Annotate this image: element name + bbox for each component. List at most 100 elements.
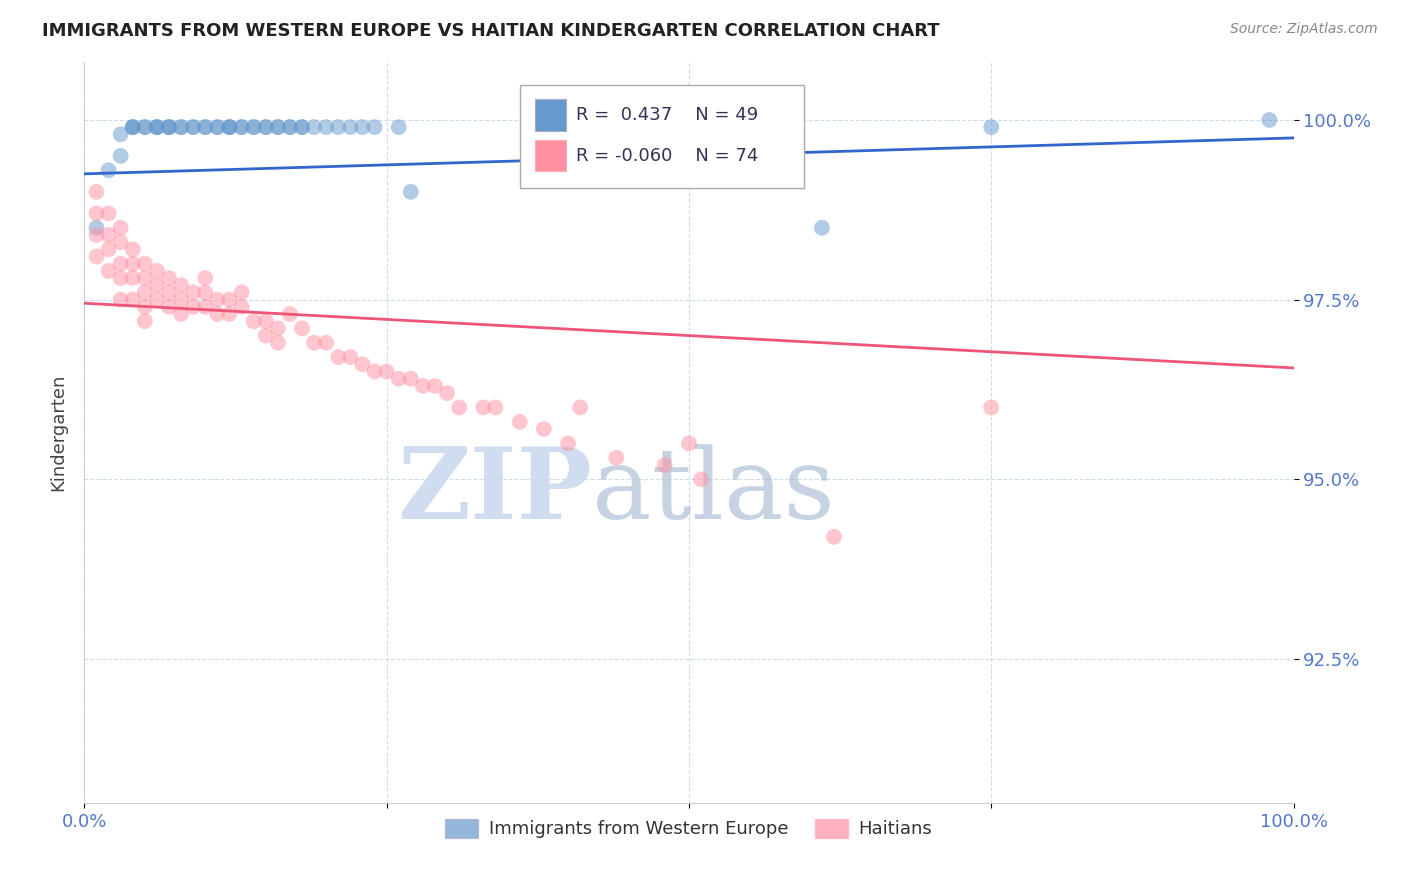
- Point: [605, 450, 627, 465]
- Point: [181, 285, 204, 300]
- Point: [134, 257, 156, 271]
- Point: [134, 120, 156, 135]
- Point: [557, 436, 579, 450]
- Point: [399, 185, 422, 199]
- Point: [678, 436, 700, 450]
- Point: [569, 401, 592, 415]
- Point: [194, 120, 217, 135]
- Point: [533, 422, 555, 436]
- Point: [315, 335, 337, 350]
- Text: ZIP: ZIP: [398, 443, 592, 541]
- Point: [194, 300, 217, 314]
- Point: [267, 120, 290, 135]
- Point: [352, 120, 374, 135]
- Point: [328, 120, 350, 135]
- Point: [86, 250, 108, 264]
- Point: [146, 120, 169, 135]
- Point: [363, 120, 385, 135]
- Text: atlas: atlas: [592, 444, 835, 540]
- Point: [146, 264, 169, 278]
- Point: [690, 472, 713, 486]
- Point: [315, 120, 337, 135]
- Point: [194, 120, 217, 135]
- Point: [218, 120, 240, 135]
- Point: [181, 120, 204, 135]
- Point: [146, 278, 169, 293]
- Point: [231, 285, 253, 300]
- Point: [181, 300, 204, 314]
- Point: [388, 120, 411, 135]
- Point: [97, 243, 120, 257]
- Point: [449, 401, 471, 415]
- Point: [242, 120, 264, 135]
- Point: [110, 220, 132, 235]
- Point: [157, 300, 180, 314]
- Point: [157, 120, 180, 135]
- Point: [231, 300, 253, 314]
- Point: [157, 271, 180, 285]
- Point: [134, 120, 156, 135]
- Point: [509, 415, 531, 429]
- Point: [436, 386, 458, 401]
- Point: [339, 350, 361, 364]
- Point: [811, 220, 834, 235]
- Point: [207, 120, 229, 135]
- Point: [157, 285, 180, 300]
- Point: [170, 293, 193, 307]
- Point: [110, 149, 132, 163]
- Point: [97, 227, 120, 242]
- Point: [170, 278, 193, 293]
- Text: Source: ZipAtlas.com: Source: ZipAtlas.com: [1230, 22, 1378, 37]
- Point: [157, 120, 180, 135]
- Point: [194, 271, 217, 285]
- Point: [302, 335, 325, 350]
- Point: [121, 120, 143, 135]
- Bar: [536, 140, 565, 171]
- Point: [423, 379, 446, 393]
- Point: [110, 128, 132, 142]
- Point: [231, 120, 253, 135]
- Point: [121, 257, 143, 271]
- Point: [218, 120, 240, 135]
- Point: [328, 350, 350, 364]
- Point: [267, 321, 290, 335]
- Point: [121, 243, 143, 257]
- Point: [399, 372, 422, 386]
- Point: [254, 314, 277, 328]
- Point: [291, 120, 314, 135]
- Y-axis label: Kindergarten: Kindergarten: [49, 374, 67, 491]
- Point: [339, 120, 361, 135]
- Bar: [536, 99, 565, 130]
- Point: [980, 120, 1002, 135]
- Point: [134, 285, 156, 300]
- Point: [121, 120, 143, 135]
- Point: [654, 458, 676, 472]
- Point: [110, 271, 132, 285]
- Point: [194, 285, 217, 300]
- Point: [388, 372, 411, 386]
- Point: [472, 401, 495, 415]
- Point: [218, 307, 240, 321]
- Point: [207, 307, 229, 321]
- Point: [254, 120, 277, 135]
- Legend: Immigrants from Western Europe, Haitians: Immigrants from Western Europe, Haitians: [439, 812, 939, 846]
- Point: [110, 257, 132, 271]
- Text: R = -0.060    N = 74: R = -0.060 N = 74: [576, 146, 759, 165]
- Text: IMMIGRANTS FROM WESTERN EUROPE VS HAITIAN KINDERGARTEN CORRELATION CHART: IMMIGRANTS FROM WESTERN EUROPE VS HAITIA…: [42, 22, 939, 40]
- Point: [207, 120, 229, 135]
- Point: [242, 314, 264, 328]
- Point: [86, 220, 108, 235]
- Point: [134, 314, 156, 328]
- Point: [157, 120, 180, 135]
- Point: [375, 365, 398, 379]
- Point: [231, 120, 253, 135]
- Text: R =  0.437    N = 49: R = 0.437 N = 49: [576, 106, 759, 124]
- Point: [97, 264, 120, 278]
- Point: [146, 120, 169, 135]
- Point: [1258, 112, 1281, 127]
- Point: [207, 293, 229, 307]
- Point: [267, 335, 290, 350]
- Point: [267, 120, 290, 135]
- Point: [363, 365, 385, 379]
- Point: [146, 293, 169, 307]
